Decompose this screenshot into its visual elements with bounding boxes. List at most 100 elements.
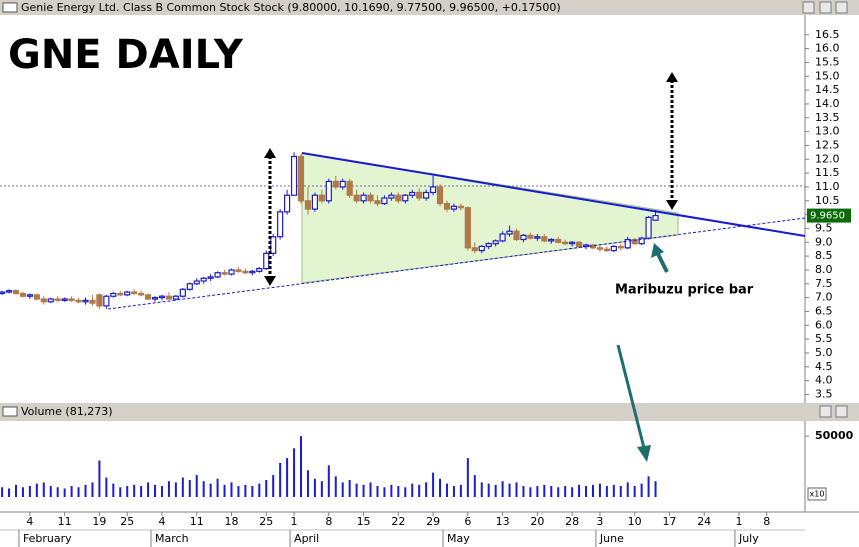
- x-tick-label: 15: [357, 515, 371, 528]
- month-label: April: [294, 532, 319, 545]
- volume-bar: [585, 486, 588, 497]
- volume-bar: [452, 486, 455, 497]
- volume-bar: [355, 483, 358, 497]
- candle-body: [207, 276, 214, 279]
- button[interactable]: [835, 1, 848, 14]
- volume-bar: [279, 462, 282, 497]
- volume-bar: [272, 475, 275, 497]
- month-label: March: [155, 532, 189, 545]
- candle-body: [75, 299, 82, 303]
- volume-bar: [313, 478, 316, 497]
- month-label: February: [23, 532, 72, 545]
- volume-bar: [154, 484, 157, 497]
- volume-bar: [557, 487, 560, 497]
- x-tick-label: 4: [26, 515, 33, 528]
- volume-bar: [188, 479, 191, 497]
- x-tick-label: 17: [662, 515, 676, 528]
- candle-body: [443, 202, 451, 210]
- volume-bar: [473, 475, 476, 497]
- volume-bar: [167, 481, 170, 497]
- x-tick-label: 28: [565, 515, 579, 528]
- button[interactable]: [819, 1, 832, 14]
- arrow-head: [264, 276, 276, 286]
- candle-body: [374, 200, 381, 205]
- volume-bar: [529, 487, 532, 497]
- panel-icon: [2, 406, 18, 417]
- x-tick-label: 8: [325, 515, 332, 528]
- candle-body: [249, 270, 256, 274]
- candle-body: [555, 238, 562, 243]
- y-tick-label: 12.0: [815, 152, 840, 165]
- candle-body: [603, 248, 610, 252]
- candle-body: [478, 245, 485, 252]
- volume-bar: [14, 484, 17, 497]
- y-tick-label: 4.0: [815, 374, 833, 387]
- candle-body: [47, 298, 54, 303]
- candle-body: [96, 294, 103, 307]
- candle-body: [193, 280, 200, 285]
- y-tick-label: 4.5: [815, 360, 833, 373]
- x-tick-label: 25: [120, 515, 134, 528]
- volume-bar: [432, 472, 435, 497]
- candle-body: [256, 267, 263, 272]
- y-tick-label: 9.5: [815, 221, 833, 234]
- candle-body: [19, 292, 27, 297]
- candle-body: [26, 294, 33, 297]
- y-tick-label: 13.0: [815, 125, 840, 138]
- last-price-box: [807, 208, 851, 223]
- x-tick-label: 11: [58, 515, 72, 528]
- candle-body: [124, 291, 131, 296]
- candle-body: [151, 297, 159, 300]
- arrow: [616, 344, 646, 449]
- candle-body: [395, 194, 402, 202]
- candle-body: [304, 200, 312, 210]
- volume-bar: [501, 481, 504, 497]
- volume-bar: [390, 484, 393, 497]
- candle-body: [277, 211, 284, 238]
- x-tick-label: 19: [92, 515, 106, 528]
- volume-bar: [160, 486, 163, 497]
- volume-bar: [515, 482, 518, 497]
- month-label: July: [738, 532, 759, 545]
- candle-body: [513, 230, 520, 241]
- button[interactable]: [819, 405, 832, 418]
- y-tick-label: 15.0: [815, 69, 840, 82]
- volume-bar: [223, 484, 226, 497]
- button[interactable]: [835, 405, 848, 418]
- volume-bar: [105, 477, 108, 497]
- volume-bar: [244, 484, 247, 497]
- volume-bar: [237, 486, 240, 497]
- volume-bar: [202, 481, 205, 497]
- candle-body: [569, 241, 576, 245]
- y-tick-label: 14.0: [815, 97, 840, 110]
- y-tick-label: 5.0: [815, 346, 833, 359]
- candle-body: [575, 241, 583, 248]
- candle-body: [228, 269, 235, 275]
- volume-bar: [119, 487, 122, 497]
- y-tick-label: 6.5: [815, 304, 833, 317]
- button[interactable]: [802, 1, 815, 14]
- candle-body: [297, 155, 305, 202]
- candle-body: [200, 277, 207, 282]
- volume-bar: [174, 482, 177, 497]
- candle-body: [624, 238, 631, 249]
- candle-body: [318, 194, 325, 202]
- candle-body: [534, 236, 541, 239]
- candle-body: [610, 245, 617, 252]
- volume-bar: [306, 470, 309, 497]
- volume-bar: [98, 460, 101, 497]
- volume-bar: [181, 477, 184, 497]
- y-tick-label: 11.5: [815, 166, 840, 179]
- volume-bar: [369, 482, 372, 497]
- panel-icon: [2, 2, 18, 13]
- volume-bar: [397, 486, 400, 497]
- candle-body: [409, 191, 416, 196]
- volume-bar: [293, 448, 296, 497]
- y-tick-label: 12.5: [815, 138, 840, 151]
- x-tick-label: 22: [391, 515, 405, 528]
- y-tick-label: 16.5: [815, 28, 840, 41]
- candle-body: [144, 294, 152, 300]
- scale-box: [807, 487, 827, 501]
- candle-body: [645, 216, 652, 239]
